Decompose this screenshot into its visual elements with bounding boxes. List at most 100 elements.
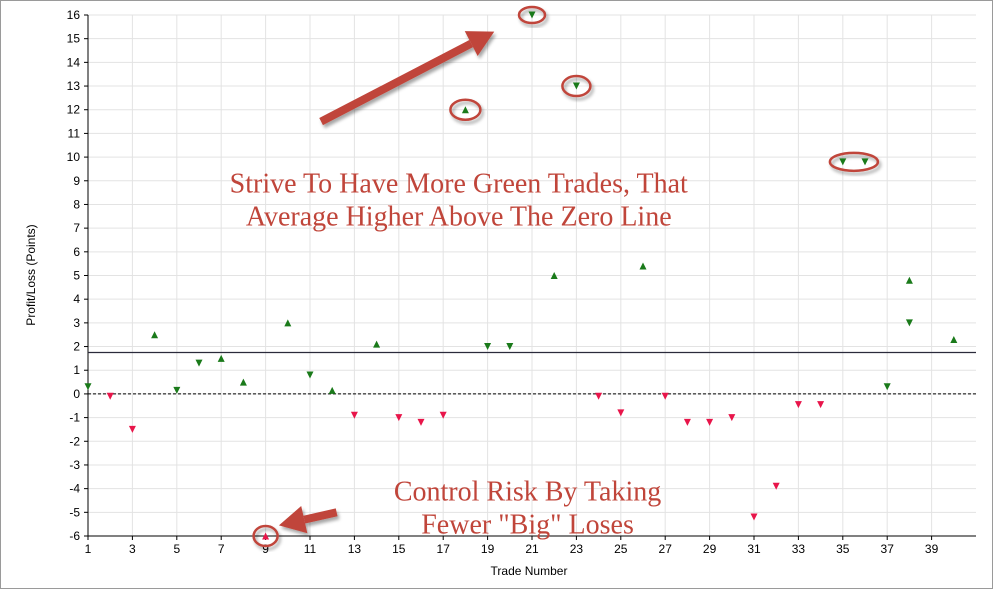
x-tick-label: 29 — [703, 542, 717, 556]
x-tick-label: 23 — [570, 542, 584, 556]
annotation-text: Fewer "Big" Loses — [421, 509, 634, 540]
y-tick-label: -4 — [69, 482, 80, 496]
point-down-marker — [905, 319, 913, 327]
annotation-text: Average Higher Above The Zero Line — [246, 202, 672, 233]
point-up-marker — [373, 340, 381, 348]
x-tick-label: 1 — [85, 542, 92, 556]
point-down-marker — [661, 392, 669, 400]
y-tick-label: 1 — [73, 363, 80, 377]
y-tick-label: -3 — [69, 458, 80, 472]
annotation-arrow — [278, 505, 338, 534]
point-up-marker — [461, 106, 469, 114]
annotation-arrow — [319, 31, 495, 126]
x-tick-label: 3 — [129, 542, 136, 556]
y-tick-label: 9 — [73, 174, 80, 188]
point-up-marker — [239, 378, 247, 386]
annotations: Strive To Have More Green Trades, ThatAv… — [230, 169, 688, 541]
highlight-ring — [449, 98, 482, 121]
x-tick-label: 15 — [392, 542, 406, 556]
point-up-marker — [217, 354, 225, 362]
point-down-marker — [683, 418, 691, 426]
x-tick-label: 19 — [481, 542, 495, 556]
x-tick-label: 11 — [304, 542, 317, 556]
y-tick-label: -1 — [69, 411, 80, 425]
point-down-marker — [617, 409, 625, 417]
arrow-head — [464, 31, 495, 56]
point-down-marker — [106, 392, 114, 400]
annotation-text: Strive To Have More Green Trades, That — [230, 169, 688, 200]
x-tick-label: 27 — [659, 542, 673, 556]
x-tick-label: 17 — [437, 542, 451, 556]
grid — [87, 14, 976, 537]
y-axis-title: Profit/Loss (Points) — [24, 224, 38, 325]
point-down-marker — [572, 82, 580, 90]
data-points — [84, 11, 958, 540]
point-down-marker — [595, 392, 603, 400]
point-down-marker — [794, 401, 802, 409]
x-tick-label: 5 — [173, 542, 180, 556]
point-down-marker — [306, 371, 314, 379]
x-tick-label: 39 — [925, 542, 939, 556]
y-tick-label: 3 — [73, 316, 80, 330]
point-down-marker — [350, 411, 358, 419]
point-down-marker — [706, 418, 714, 426]
y-tick-label: -6 — [69, 529, 80, 543]
arrow-shaft — [319, 40, 474, 126]
highlight-ring — [252, 524, 279, 548]
point-down-marker — [484, 343, 492, 351]
y-tick-label: 11 — [68, 126, 81, 140]
point-down-marker — [84, 383, 92, 391]
reference-lines — [88, 351, 976, 395]
point-down-marker — [128, 425, 136, 433]
highlight-ring — [561, 74, 592, 98]
point-down-marker — [417, 418, 425, 426]
highlight-rings — [252, 5, 880, 548]
point-up-marker — [151, 331, 159, 339]
point-down-marker — [772, 482, 780, 490]
arrow-shaft — [303, 508, 338, 524]
x-tick-label: 25 — [614, 542, 628, 556]
y-tick-label: 14 — [67, 55, 81, 69]
y-tick-label: 0 — [73, 387, 80, 401]
y-tick-label: 13 — [67, 79, 81, 93]
y-tick-label: 10 — [67, 150, 81, 164]
y-tick-label: 16 — [67, 8, 81, 22]
point-down-marker — [883, 383, 891, 391]
y-tick-label: -5 — [69, 505, 80, 519]
y-tick-label: 6 — [73, 245, 80, 259]
x-tick-label: 7 — [218, 542, 225, 556]
point-down-marker — [195, 359, 203, 367]
point-up-marker — [639, 262, 647, 270]
point-down-marker — [173, 386, 181, 394]
y-tick-label: 15 — [67, 32, 81, 46]
x-tick-label: 35 — [836, 542, 850, 556]
y-tick-label: 2 — [73, 340, 80, 354]
point-down-marker — [395, 414, 403, 422]
x-tick-label: 13 — [348, 542, 362, 556]
highlight-ring — [517, 5, 547, 25]
x-tick-label: 37 — [881, 542, 895, 556]
highlight-ring — [828, 151, 880, 173]
point-down-marker — [728, 414, 736, 422]
point-up-marker — [284, 319, 292, 327]
x-axis-title: Trade Number — [491, 564, 568, 578]
x-tick-label: 21 — [525, 542, 539, 556]
point-down-marker — [861, 158, 869, 166]
y-tick-label: 4 — [73, 292, 80, 306]
x-tick-label: 31 — [747, 542, 761, 556]
point-down-marker — [506, 343, 514, 351]
y-tick-label: 12 — [67, 103, 81, 117]
point-up-marker — [550, 272, 558, 279]
annotation-arrows — [278, 31, 495, 534]
point-up-marker — [905, 276, 913, 284]
point-up-marker — [950, 335, 958, 343]
y-tick-label: 5 — [73, 269, 80, 283]
arrow-head — [278, 505, 308, 534]
point-down-marker — [817, 401, 825, 409]
point-down-marker — [839, 158, 847, 166]
x-tick-label: 33 — [792, 542, 806, 556]
x-tick-label: 9 — [262, 542, 269, 556]
